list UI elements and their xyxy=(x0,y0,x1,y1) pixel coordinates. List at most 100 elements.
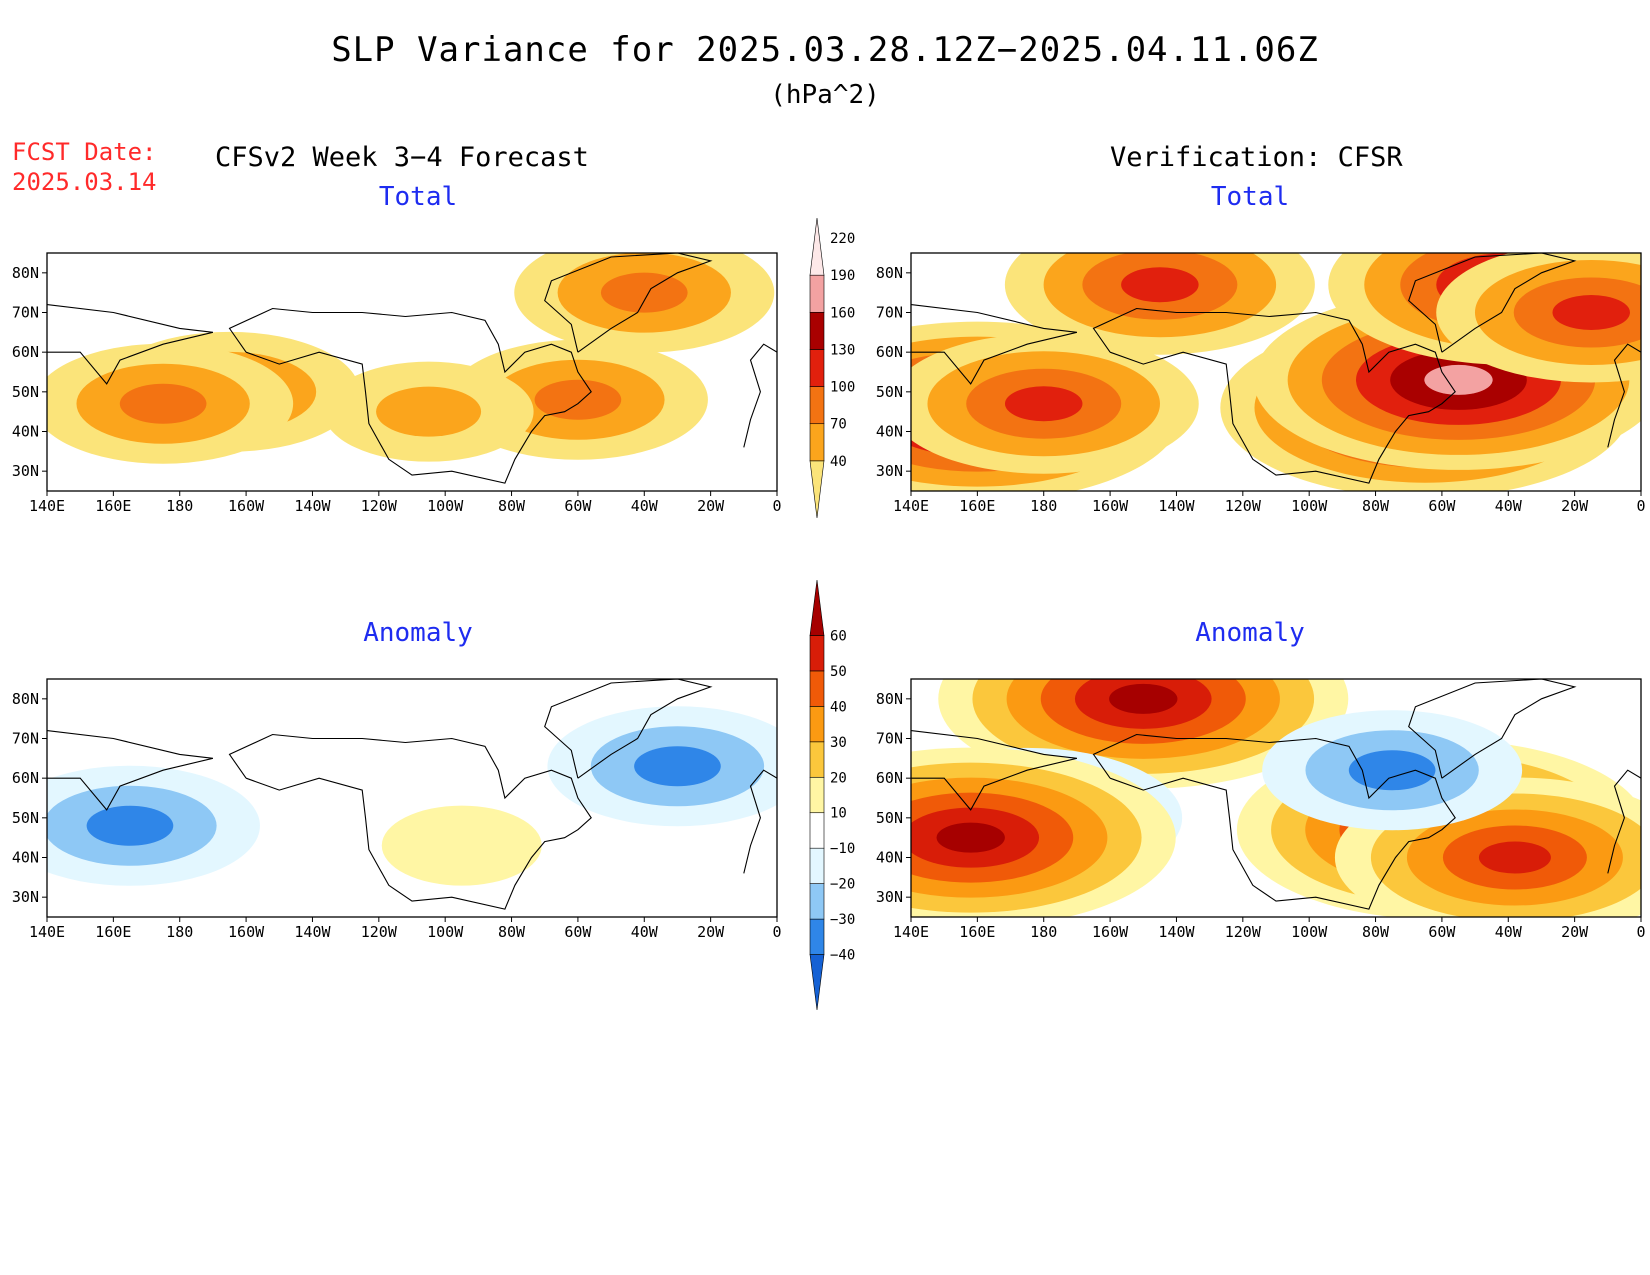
forecast-anomaly-coastline-greenland xyxy=(544,679,713,779)
total-colorbar-swatch-5 xyxy=(809,274,825,313)
total-colorbar-swatch-1 xyxy=(809,423,825,462)
total-colorbar-swatch-6 xyxy=(809,217,825,276)
verification-anomaly-xtick-2: 180 xyxy=(1030,923,1057,941)
verification-anomaly-frame xyxy=(910,678,1642,918)
anomaly-colorbar-swatch-1 xyxy=(809,918,825,955)
verification-anomaly-ytick-2: 60N xyxy=(876,769,903,787)
main-title: SLP Variance for 2025.03.28.12Z−2025.04.… xyxy=(331,30,1319,70)
forecast-total-xtick-7: 80W xyxy=(498,497,526,515)
verification-anomaly-contour-0-5 xyxy=(1109,683,1178,714)
forecast-anomaly-xtick-0: 140E xyxy=(29,923,65,941)
forecast-date-label: FCST Date: xyxy=(12,138,157,166)
forecast-total-coastline-europe xyxy=(743,343,777,448)
verification-anomaly-contour-4-2 xyxy=(1348,750,1436,791)
verification-total-contour-5-3 xyxy=(1121,267,1199,303)
verification-total-xtick-2: 180 xyxy=(1030,497,1057,515)
anomaly-colorbar-swatch-7 xyxy=(809,706,825,743)
forecast-anomaly-xtick-9: 40W xyxy=(631,923,659,941)
forecast-anomaly-coastline-asia xyxy=(47,730,214,811)
forecast-anomaly-xtick-7: 80W xyxy=(498,923,526,941)
forecast-date-value: 2025.03.14 xyxy=(12,168,157,196)
forecast-anomaly-field xyxy=(47,706,777,886)
forecast-anomaly-xtick-8: 60W xyxy=(564,923,592,941)
verification-column-title: Verification: CFSR xyxy=(1110,142,1403,173)
forecast-anomaly-xtick-1: 160E xyxy=(95,923,131,941)
verification-anomaly-ytick-0: 80N xyxy=(876,690,903,708)
forecast-anomaly-contour-2-0 xyxy=(381,805,542,886)
verification-total-coastline-america xyxy=(1092,307,1456,484)
forecast-total-field xyxy=(47,253,775,464)
verification-total-xtick-6: 100W xyxy=(1291,497,1328,515)
verification-anomaly-xtick-7: 80W xyxy=(1362,923,1390,941)
verification-anomaly-xtick-4: 140W xyxy=(1158,923,1195,941)
forecast-total-contour-1-2 xyxy=(119,383,207,424)
forecast-anomaly-frame xyxy=(46,678,778,918)
verification-total-xtick-9: 40W xyxy=(1495,497,1523,515)
forecast-anomaly-ytick-5: 30N xyxy=(12,888,39,906)
forecast-anomaly-ytick-2: 60N xyxy=(12,769,39,787)
total-colorbar-label-6: 220 xyxy=(830,231,855,247)
total-colorbar: 40 70 100 130 160 190 220 xyxy=(809,217,855,519)
forecast-total-xtick-2: 180 xyxy=(166,497,193,515)
forecast-total-xtick-9: 40W xyxy=(631,497,659,515)
forecast-anomaly-xtick-10: 20W xyxy=(697,923,725,941)
anomaly-colorbar-swatch-2 xyxy=(809,883,825,920)
anomaly-colorbar-label-2: −20 xyxy=(830,877,855,893)
verification-total-xtick-3: 160W xyxy=(1092,497,1129,515)
verification-total-xtick-7: 80W xyxy=(1362,497,1390,515)
anomaly-colorbar-swatch-9 xyxy=(809,635,825,672)
verification-anomaly-ytick-5: 30N xyxy=(876,888,903,906)
verification-total-xtick-4: 140W xyxy=(1158,497,1195,515)
forecast-anomaly-ytick-4: 40N xyxy=(12,849,39,867)
verification-total-coastline-europe xyxy=(1607,343,1641,448)
verification-anomaly-xtick-11: 0 xyxy=(1636,923,1645,941)
forecast-total-title: Total xyxy=(378,182,458,212)
forecast-anomaly-xtick-6: 100W xyxy=(427,923,464,941)
forecast-anomaly-panel: 140E 160E 180 160W 140W 120W 100W 80W 60W 40W 20W 0… xyxy=(12,678,782,941)
verification-total-field xyxy=(911,253,1641,491)
verification-anomaly-coastline-asia xyxy=(911,730,1078,811)
total-colorbar-label-4: 160 xyxy=(830,305,855,321)
forecast-anomaly-xtick-3: 160W xyxy=(228,923,265,941)
verification-total-coastline-greenland xyxy=(1408,253,1577,353)
anomaly-colorbar-swatch-6 xyxy=(809,741,825,778)
forecast-total-xtick-0: 140E xyxy=(29,497,65,515)
verification-total-xtick-11: 0 xyxy=(1636,497,1645,515)
verification-anomaly-ytick-3: 50N xyxy=(876,809,903,827)
verification-anomaly-title: Anomaly xyxy=(1195,618,1305,648)
forecast-anomaly-xtick-5: 120W xyxy=(361,923,398,941)
forecast-anomaly-ytick-3: 50N xyxy=(12,809,39,827)
verification-anomaly-xtick-5: 120W xyxy=(1225,923,1262,941)
forecast-total-contour-4-1 xyxy=(376,386,482,437)
forecast-total-coastline-america xyxy=(228,307,592,484)
verification-anomaly-xtick-1: 160E xyxy=(959,923,995,941)
verification-anomaly-coastline-america xyxy=(1092,733,1456,910)
verification-total-xtick-8: 60W xyxy=(1428,497,1456,515)
total-colorbar-swatch-0 xyxy=(809,460,825,519)
verification-total-xtick-1: 160E xyxy=(959,497,995,515)
forecast-total-xtick-11: 0 xyxy=(772,497,781,515)
verification-anomaly-xtick-8: 60W xyxy=(1428,923,1456,941)
verification-anomaly-panel: 140E 160E 180 160W 140W 120W 100W 80W 60W 40W 20W 0… xyxy=(876,678,1646,941)
verification-anomaly-ytick-4: 40N xyxy=(876,849,903,867)
forecast-total-panel: 140E 160E 180 160W 140W 120W 100W 80W 60W 40W 20W 0… xyxy=(12,252,782,515)
anomaly-colorbar-label-1: −30 xyxy=(830,912,855,928)
total-colorbar-label-2: 100 xyxy=(830,380,855,396)
verification-total-ytick-5: 30N xyxy=(876,462,903,480)
verification-anomaly-ytick-1: 70N xyxy=(876,730,903,748)
verification-anomaly-xtick-6: 100W xyxy=(1291,923,1328,941)
anomaly-colorbar-label-9: 60 xyxy=(830,628,847,644)
verification-anomaly-xtick-3: 160W xyxy=(1092,923,1129,941)
total-colorbar-label-5: 190 xyxy=(830,268,855,284)
verification-total-coastline-asia xyxy=(911,304,1078,385)
anomaly-colorbar-label-4: 10 xyxy=(830,806,847,822)
forecast-column-title: CFSv2 Week 3−4 Forecast xyxy=(215,142,589,173)
verification-total-contour-6-3 xyxy=(1552,295,1630,330)
forecast-total-coastline-greenland xyxy=(544,253,713,353)
anomaly-colorbar-swatch-0 xyxy=(809,954,825,1011)
forecast-total-ytick-0: 80N xyxy=(12,264,39,282)
verification-total-ytick-2: 60N xyxy=(876,343,903,361)
units-label: (hPa^2) xyxy=(770,80,880,110)
verification-total-xtick-10: 20W xyxy=(1561,497,1589,515)
forecast-total-ytick-3: 50N xyxy=(12,383,39,401)
